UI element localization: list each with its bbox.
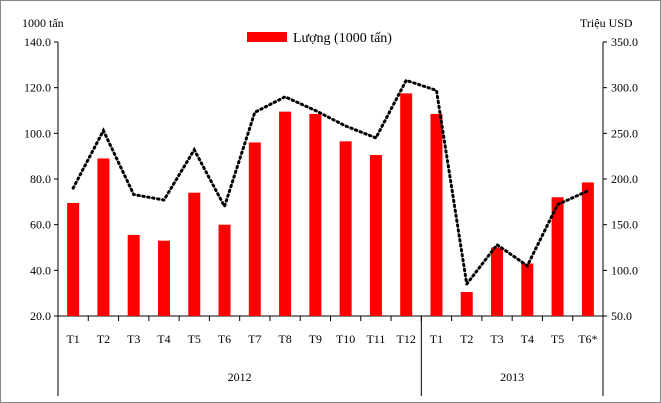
bar bbox=[248, 142, 261, 316]
bar bbox=[551, 197, 564, 316]
legend: Lượng (1000 tấn) bbox=[247, 31, 392, 46]
x-tick-label: T8 bbox=[278, 332, 291, 346]
bar bbox=[279, 111, 292, 317]
x-tick-label: T5 bbox=[188, 332, 201, 346]
right-tick-label: 300.0 bbox=[611, 81, 638, 95]
x-tick-label: T12 bbox=[397, 332, 416, 346]
bar bbox=[400, 93, 413, 316]
x-tick-label: T1 bbox=[430, 332, 443, 346]
x-tick-label: T6* bbox=[578, 332, 597, 346]
left-tick-label: 20.0 bbox=[30, 309, 51, 323]
left-tick-label: 80.0 bbox=[30, 172, 51, 186]
x-tick-label: T5 bbox=[551, 332, 564, 346]
x-tick-label: T4 bbox=[157, 332, 170, 346]
bar bbox=[491, 247, 504, 316]
x-tick-label: T7 bbox=[248, 332, 261, 346]
right-tick-label: 250.0 bbox=[611, 126, 638, 140]
x-tick-label: T2 bbox=[460, 332, 473, 346]
left-tick-label: 40.0 bbox=[30, 263, 51, 277]
bar bbox=[157, 240, 170, 316]
right-tick-label: 100.0 bbox=[611, 263, 638, 277]
bar bbox=[430, 113, 443, 316]
bar bbox=[218, 224, 231, 316]
right-tick-label: 150.0 bbox=[611, 218, 638, 232]
legend-swatch bbox=[247, 32, 287, 42]
legend-label: Lượng (1000 tấn) bbox=[293, 31, 392, 46]
left-tick-label: 60.0 bbox=[30, 218, 51, 232]
bar bbox=[127, 234, 140, 316]
x-tick-label: T3 bbox=[490, 332, 503, 346]
x-tick-label: T3 bbox=[127, 332, 140, 346]
tick-labels: 20.0 40.0 60.0 80.0 100.0 120.0 140.0 50.0 100.0… bbox=[24, 35, 638, 384]
bar bbox=[460, 292, 473, 316]
value-line bbox=[71, 78, 590, 288]
right-tick-label: 50.0 bbox=[611, 309, 632, 323]
year-label: 2012 bbox=[228, 370, 252, 384]
bar bbox=[97, 158, 110, 316]
x-tick-label: T11 bbox=[366, 332, 385, 346]
right-tick-label: 350.0 bbox=[611, 35, 638, 49]
bar bbox=[339, 141, 352, 316]
bar bbox=[369, 155, 382, 316]
year-label: 2013 bbox=[500, 370, 524, 384]
bar bbox=[67, 202, 80, 316]
x-tick-label: T1 bbox=[66, 332, 79, 346]
line-series bbox=[71, 78, 590, 288]
bar bbox=[521, 263, 534, 316]
left-tick-label: 100.0 bbox=[24, 126, 51, 140]
x-tick-label: T9 bbox=[309, 332, 322, 346]
left-tick-label: 140.0 bbox=[24, 35, 51, 49]
x-tick-label: T4 bbox=[521, 332, 534, 346]
x-tick-label: T6 bbox=[218, 332, 231, 346]
bar bbox=[188, 192, 201, 316]
left-axis-label: 1000 tấn bbox=[22, 16, 64, 30]
x-tick-label: T2 bbox=[97, 332, 110, 346]
bar bbox=[581, 182, 594, 316]
right-tick-label: 200.0 bbox=[611, 172, 638, 186]
bar-series bbox=[67, 93, 594, 317]
axes bbox=[54, 41, 607, 396]
right-axis-label: Triệu USD bbox=[580, 16, 633, 30]
left-tick-label: 120.0 bbox=[24, 81, 51, 95]
bar bbox=[309, 113, 322, 316]
x-tick-label: T10 bbox=[336, 332, 355, 346]
